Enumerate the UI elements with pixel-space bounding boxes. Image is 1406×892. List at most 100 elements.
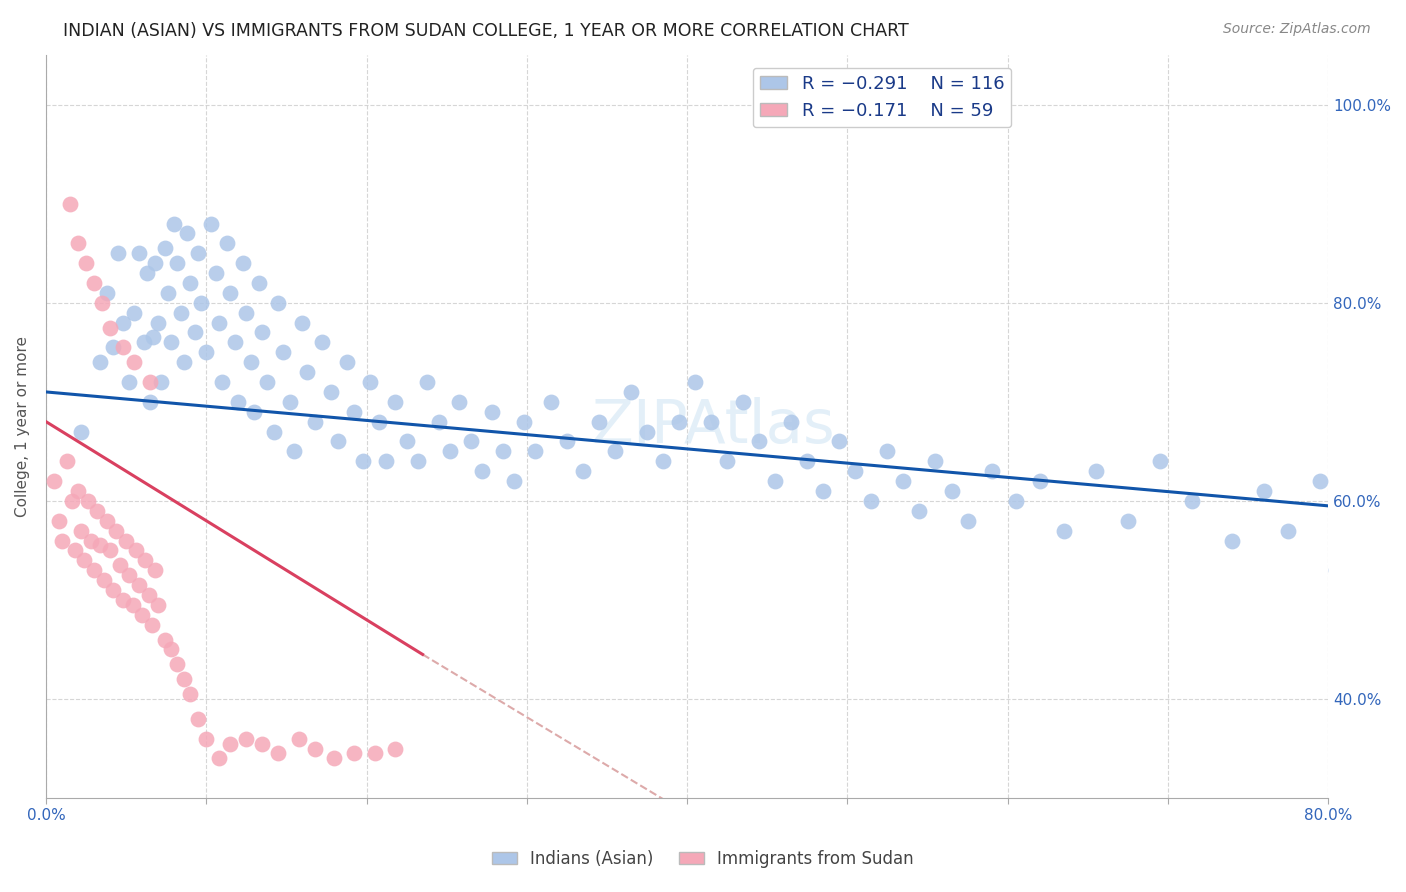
Point xyxy=(139,375,162,389)
Point xyxy=(1004,494,1026,508)
Point xyxy=(150,375,173,389)
Point xyxy=(267,295,290,310)
Point xyxy=(588,415,610,429)
Point xyxy=(187,712,209,726)
Point xyxy=(1116,514,1139,528)
Point xyxy=(311,335,333,350)
Point xyxy=(352,454,374,468)
Point xyxy=(406,454,429,468)
Point xyxy=(1149,454,1171,468)
Point xyxy=(263,425,285,439)
Point xyxy=(146,316,169,330)
Point xyxy=(143,256,166,270)
Point xyxy=(86,504,108,518)
Point xyxy=(136,266,159,280)
Point xyxy=(200,217,222,231)
Point xyxy=(184,326,207,340)
Point xyxy=(252,737,274,751)
Point xyxy=(1053,524,1076,538)
Point xyxy=(70,425,93,439)
Point xyxy=(42,474,65,488)
Point xyxy=(763,474,786,488)
Point xyxy=(636,425,658,439)
Point xyxy=(796,454,818,468)
Point xyxy=(91,295,114,310)
Point xyxy=(63,543,86,558)
Point xyxy=(208,316,231,330)
Point xyxy=(73,553,96,567)
Point xyxy=(363,747,385,761)
Point xyxy=(555,434,578,449)
Point xyxy=(1220,533,1243,548)
Point xyxy=(134,553,156,567)
Point xyxy=(980,464,1002,478)
Point xyxy=(668,415,690,429)
Point xyxy=(111,316,134,330)
Point xyxy=(111,593,134,607)
Point xyxy=(48,514,70,528)
Point xyxy=(118,375,141,389)
Point xyxy=(1253,483,1275,498)
Point xyxy=(343,747,366,761)
Text: ZIPAtlas: ZIPAtlas xyxy=(591,397,835,456)
Point xyxy=(219,737,242,751)
Point xyxy=(267,747,290,761)
Point xyxy=(326,434,349,449)
Point xyxy=(195,345,218,359)
Point xyxy=(1084,464,1107,478)
Point xyxy=(163,217,186,231)
Point xyxy=(156,285,179,300)
Point xyxy=(59,196,82,211)
Point xyxy=(652,454,675,468)
Point xyxy=(70,524,93,538)
Point xyxy=(235,306,257,320)
Point xyxy=(924,454,946,468)
Point xyxy=(304,741,326,756)
Point xyxy=(603,444,626,458)
Point xyxy=(205,266,228,280)
Point xyxy=(252,326,274,340)
Point xyxy=(153,241,176,255)
Point xyxy=(179,687,201,701)
Point xyxy=(160,335,183,350)
Point xyxy=(336,355,359,369)
Point xyxy=(240,355,263,369)
Point xyxy=(93,573,115,587)
Point xyxy=(1324,563,1347,577)
Point xyxy=(226,394,249,409)
Point xyxy=(118,568,141,582)
Point xyxy=(512,415,534,429)
Legend: Indians (Asian), Immigrants from Sudan: Indians (Asian), Immigrants from Sudan xyxy=(485,844,921,875)
Point xyxy=(1181,494,1204,508)
Point xyxy=(160,642,183,657)
Point xyxy=(481,405,503,419)
Point xyxy=(176,227,198,241)
Point xyxy=(304,415,326,429)
Point xyxy=(98,543,121,558)
Point xyxy=(107,246,129,260)
Point xyxy=(384,741,406,756)
Point xyxy=(103,340,125,354)
Point xyxy=(503,474,526,488)
Point xyxy=(232,256,254,270)
Point xyxy=(96,285,118,300)
Point xyxy=(860,494,883,508)
Point xyxy=(141,617,163,632)
Point xyxy=(190,295,212,310)
Point xyxy=(540,394,562,409)
Point xyxy=(166,657,188,672)
Point xyxy=(700,415,723,429)
Point xyxy=(243,405,266,419)
Point xyxy=(748,434,770,449)
Point xyxy=(122,306,145,320)
Point xyxy=(844,464,866,478)
Point xyxy=(83,276,105,290)
Point xyxy=(449,394,471,409)
Point xyxy=(278,394,301,409)
Point xyxy=(716,454,738,468)
Point xyxy=(1277,524,1299,538)
Point xyxy=(80,533,103,548)
Point xyxy=(492,444,515,458)
Point xyxy=(108,558,131,573)
Point xyxy=(60,494,83,508)
